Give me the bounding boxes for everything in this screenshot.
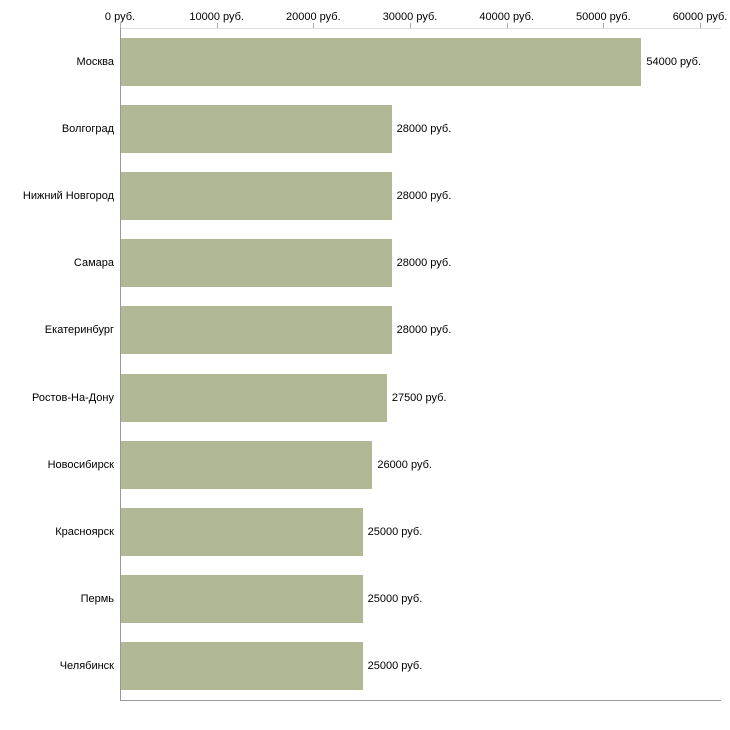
value-label: 28000 руб.: [396, 189, 452, 202]
bar-row: Пермь 25000 руб.: [0, 566, 730, 633]
bar-row: Самара 28000 руб.: [0, 230, 730, 297]
x-tick-mark: [506, 23, 508, 29]
bar: [121, 239, 392, 288]
x-tick-mark: [313, 23, 315, 29]
bar-row: Волгоград 28000 руб.: [0, 95, 730, 162]
category-label: Москва: [76, 55, 114, 68]
bar: [121, 373, 387, 422]
value-label: 25000 руб.: [367, 660, 423, 673]
x-tick-mark: [120, 23, 121, 29]
bar-track: 28000 руб.: [121, 239, 701, 288]
bar-track: 26000 руб.: [121, 440, 701, 489]
x-axis-line-top: [120, 28, 721, 29]
bar-row: Красноярск 25000 руб.: [0, 498, 730, 565]
x-tick-mark: [700, 23, 701, 29]
category-label: Екатеринбург: [44, 324, 114, 337]
bar-row: Нижний Новгород 28000 руб.: [0, 162, 730, 229]
x-tick-label: 30000 руб.: [382, 11, 438, 23]
bar: [121, 306, 392, 355]
bar: [121, 642, 363, 691]
bar-row: Москва 54000 руб.: [0, 28, 730, 95]
category-label: Нижний Новгород: [22, 189, 114, 202]
category-label: Красноярск: [55, 525, 114, 538]
y-axis-line: [120, 28, 121, 700]
bar: [121, 104, 392, 153]
bar-track: 25000 руб.: [121, 642, 701, 691]
value-label: 28000 руб.: [396, 324, 452, 337]
bar-track: 54000 руб.: [121, 37, 701, 86]
x-tick-label: 40000 руб.: [479, 11, 534, 23]
category-label: Ростов-На-Дону: [31, 391, 114, 404]
bar-track: 27500 руб.: [121, 373, 701, 422]
x-tick-label: 50000 руб.: [576, 11, 631, 23]
value-label: 25000 руб.: [367, 593, 423, 606]
bar: [121, 575, 363, 624]
value-label: 26000 руб.: [377, 458, 432, 471]
bar: [121, 37, 642, 86]
category-label: Самара: [73, 257, 114, 270]
category-label: Пермь: [80, 593, 114, 606]
category-label: Челябинск: [59, 660, 114, 673]
x-tick-label: 0 руб.: [104, 11, 136, 23]
bar-track: 28000 руб.: [121, 104, 701, 153]
value-label: 28000 руб.: [396, 257, 452, 270]
bar-row: Екатеринбург 28000 руб.: [0, 297, 730, 364]
x-tick-mark: [216, 23, 218, 29]
x-tick-mark: [603, 23, 605, 29]
bar-row: Челябинск 25000 руб.: [0, 633, 730, 700]
value-label: 54000 руб.: [646, 55, 701, 68]
bar: [121, 507, 363, 556]
x-tick-mark: [410, 23, 411, 29]
x-tick-label: 20000 руб.: [286, 11, 341, 23]
x-tick-label: 10000 руб.: [189, 11, 244, 23]
bar-row: Ростов-На-Дону 27500 руб.: [0, 364, 730, 431]
bar: [121, 440, 373, 489]
value-label: 25000 руб.: [367, 525, 423, 538]
x-tick-label: 60000 руб.: [672, 11, 728, 23]
bar-track: 25000 руб.: [121, 575, 701, 624]
bars-container: Москва 54000 руб. Волгоград 28000 руб. Нижни…: [0, 28, 730, 700]
bar-track: 28000 руб.: [121, 171, 701, 220]
bar-row: Новосибирск 26000 руб.: [0, 431, 730, 498]
x-axis-line-bottom: [120, 700, 721, 701]
category-label: Новосибирск: [47, 458, 114, 471]
value-label: 27500 руб.: [391, 391, 447, 404]
category-label: Волгоград: [61, 122, 114, 135]
value-label: 28000 руб.: [396, 122, 452, 135]
bar-track: 25000 руб.: [121, 507, 701, 556]
bar: [121, 171, 392, 220]
bar-track: 28000 руб.: [121, 306, 701, 355]
